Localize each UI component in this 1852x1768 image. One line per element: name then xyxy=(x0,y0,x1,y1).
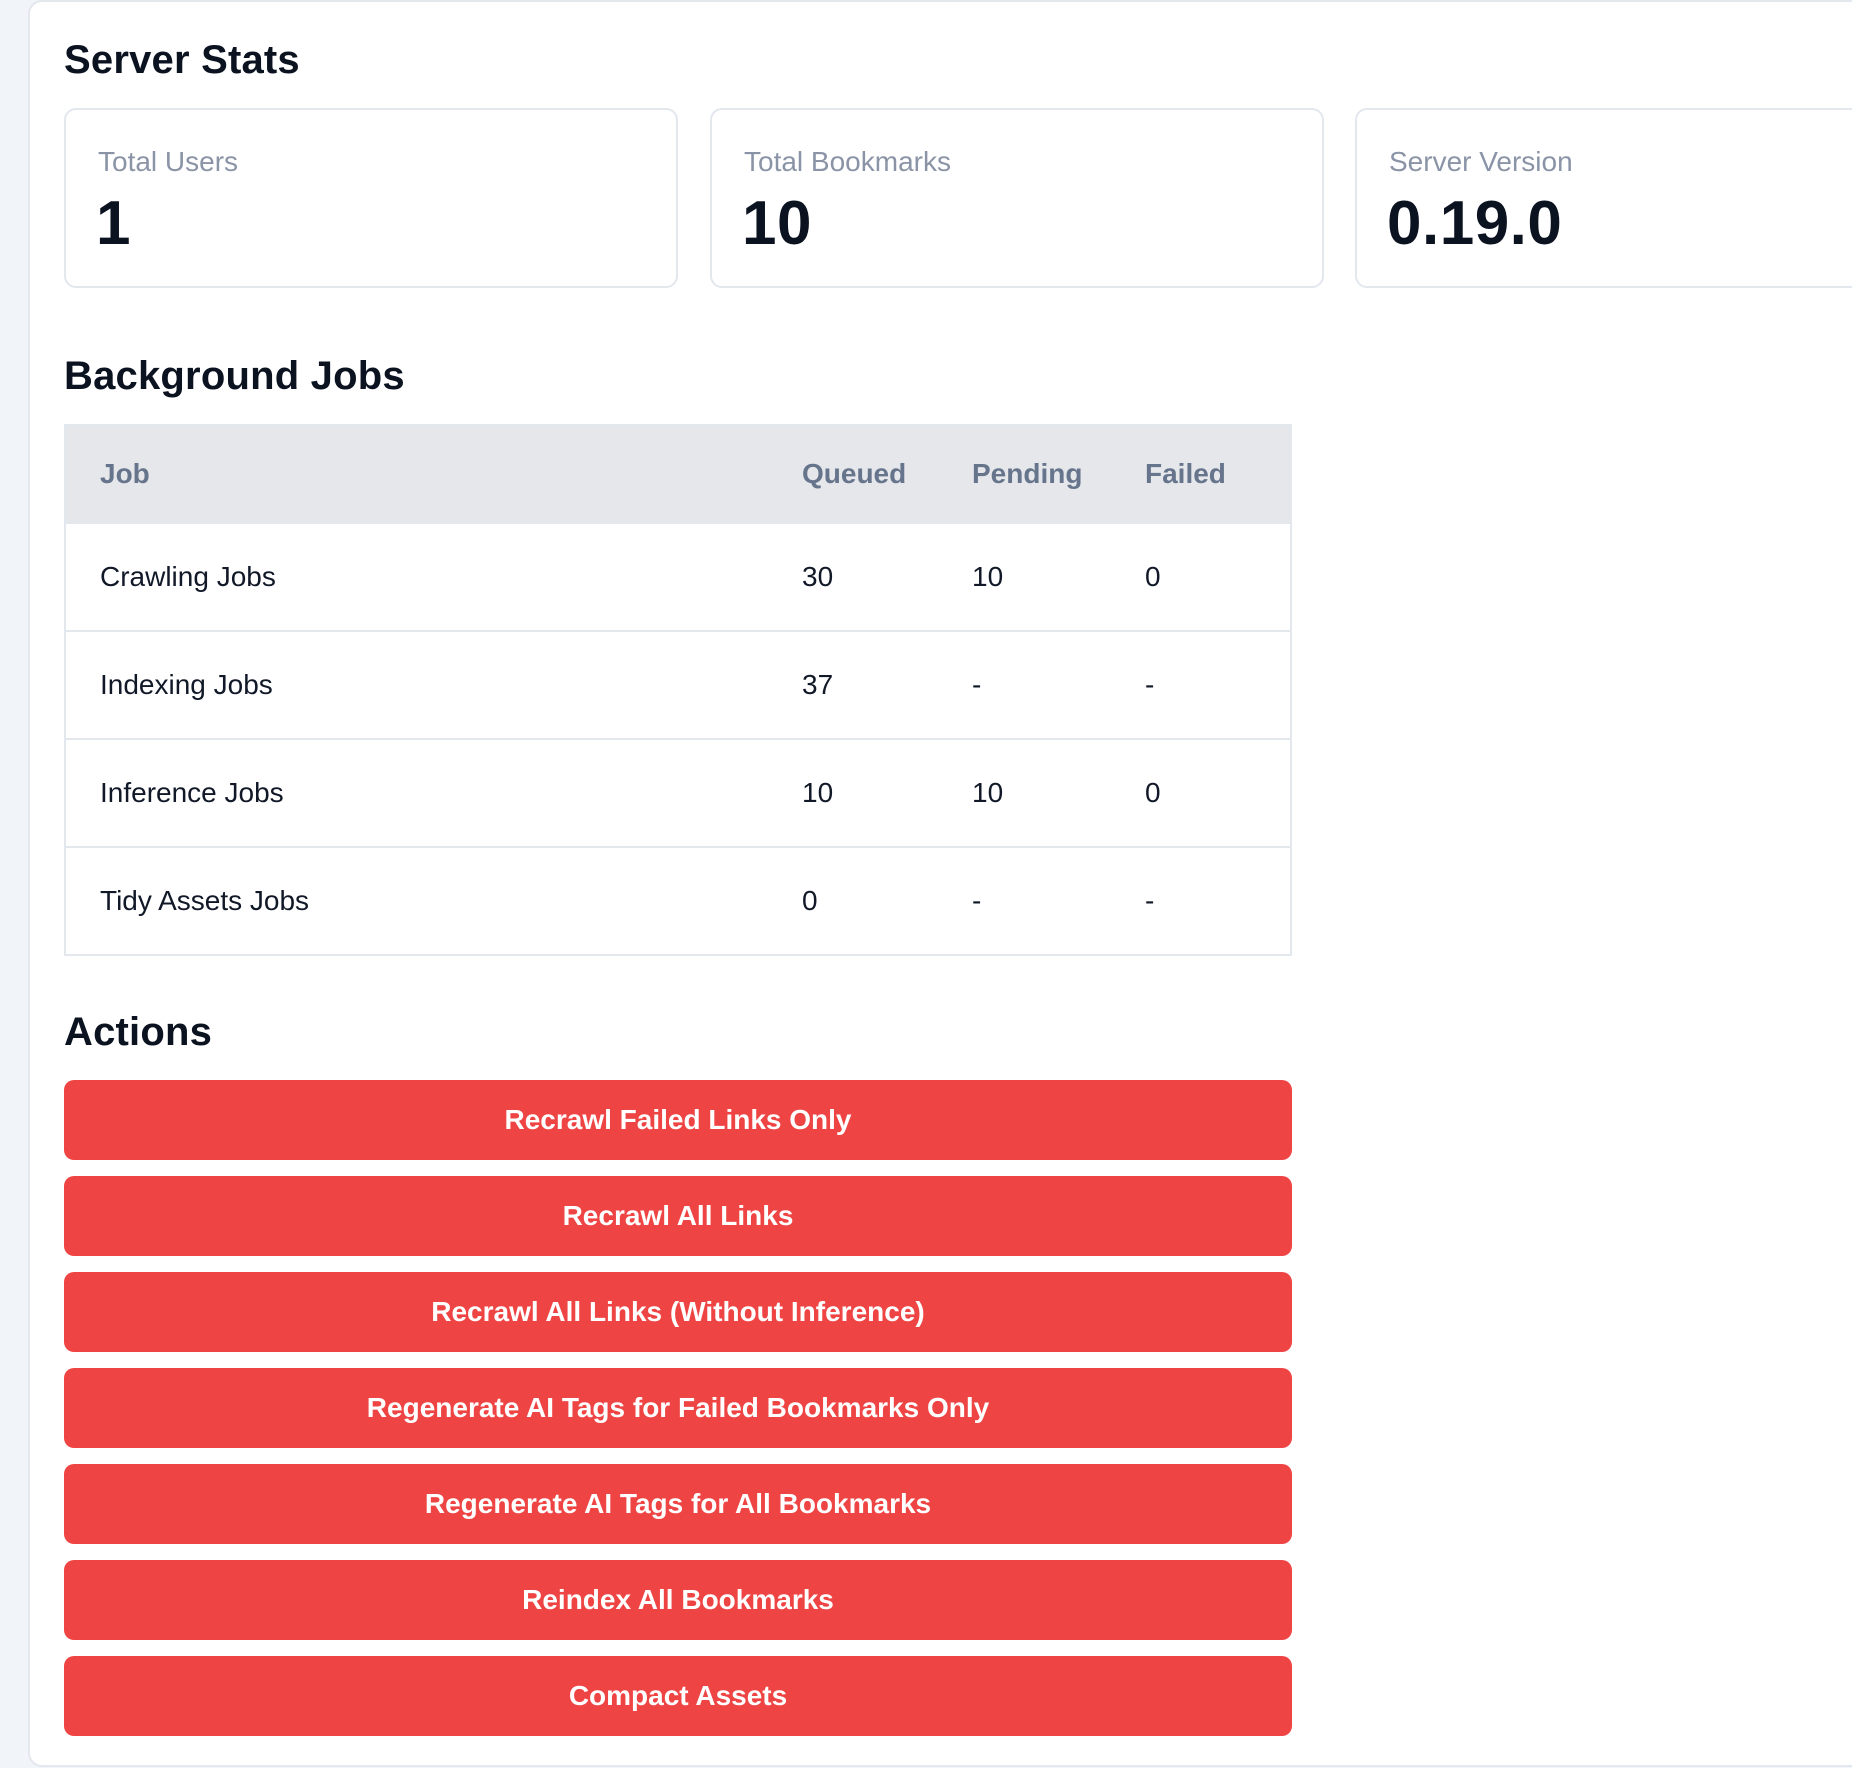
reindex-all-bookmarks-button[interactable]: Reindex All Bookmarks xyxy=(64,1560,1292,1640)
server-stats-heading: Server Stats xyxy=(64,38,300,82)
pending-cell: 10 xyxy=(972,522,1145,631)
stat-label: Total Bookmarks xyxy=(744,146,951,177)
job-name-cell: Tidy Assets Jobs xyxy=(65,846,802,955)
failed-cell: 0 xyxy=(1145,522,1291,631)
table-header-row: Job Queued Pending Failed xyxy=(65,425,1291,523)
background-jobs-heading: Background Jobs xyxy=(64,354,405,398)
column-header-queued: Queued xyxy=(802,425,972,523)
pending-cell: 10 xyxy=(972,738,1145,847)
stat-label: Server Version xyxy=(1389,146,1573,177)
compact-assets-button[interactable]: Compact Assets xyxy=(64,1656,1292,1736)
stat-label: Total Users xyxy=(98,146,239,177)
stat-card-total-users: Total Users 1 xyxy=(64,108,678,288)
column-header-failed: Failed xyxy=(1145,425,1291,523)
recrawl-failed-links-button[interactable]: Recrawl Failed Links Only xyxy=(64,1080,1292,1160)
actions-heading: Actions xyxy=(64,1010,213,1054)
pending-cell: - xyxy=(972,846,1145,955)
column-header-pending: Pending xyxy=(972,425,1145,523)
recrawl-all-links-without-inference-button[interactable]: Recrawl All Links (Without Inference) xyxy=(64,1272,1292,1352)
column-header-job: Job xyxy=(65,425,802,523)
failed-cell: - xyxy=(1145,630,1291,739)
table-row: Tidy Assets Jobs 0 - - xyxy=(65,846,1291,955)
table-row: Indexing Jobs 37 - - xyxy=(65,630,1291,739)
regenerate-ai-tags-failed-button[interactable]: Regenerate AI Tags for Failed Bookmarks … xyxy=(64,1368,1292,1448)
stat-card-server-version: Server Version 0.19.0 xyxy=(1355,108,1852,288)
job-name-cell: Indexing Jobs xyxy=(65,630,802,739)
actions-list: Recrawl Failed Links Only Recrawl All Li… xyxy=(64,1080,1292,1752)
pending-cell: - xyxy=(972,630,1145,739)
failed-cell: - xyxy=(1145,846,1291,955)
failed-cell: 0 xyxy=(1145,738,1291,847)
stat-value: 10 xyxy=(742,189,812,258)
table-row: Crawling Jobs 30 10 0 xyxy=(65,522,1291,631)
regenerate-ai-tags-all-button[interactable]: Regenerate AI Tags for All Bookmarks xyxy=(64,1464,1292,1544)
job-name-cell: Crawling Jobs xyxy=(65,522,802,631)
queued-cell: 0 xyxy=(802,846,972,955)
queued-cell: 10 xyxy=(802,738,972,847)
queued-cell: 30 xyxy=(802,522,972,631)
recrawl-all-links-button[interactable]: Recrawl All Links xyxy=(64,1176,1292,1256)
stat-value: 1 xyxy=(96,189,131,258)
stat-value: 0.19.0 xyxy=(1387,189,1563,258)
stat-card-total-bookmarks: Total Bookmarks 10 xyxy=(710,108,1324,288)
job-name-cell: Inference Jobs xyxy=(65,738,802,847)
table-row: Inference Jobs 10 10 0 xyxy=(65,738,1291,847)
background-jobs-table: Job Queued Pending Failed Crawling Jobs … xyxy=(64,424,1292,956)
admin-panel: Server Stats Total Users 1 Total Bookmar… xyxy=(28,0,1852,1767)
queued-cell: 37 xyxy=(802,630,972,739)
